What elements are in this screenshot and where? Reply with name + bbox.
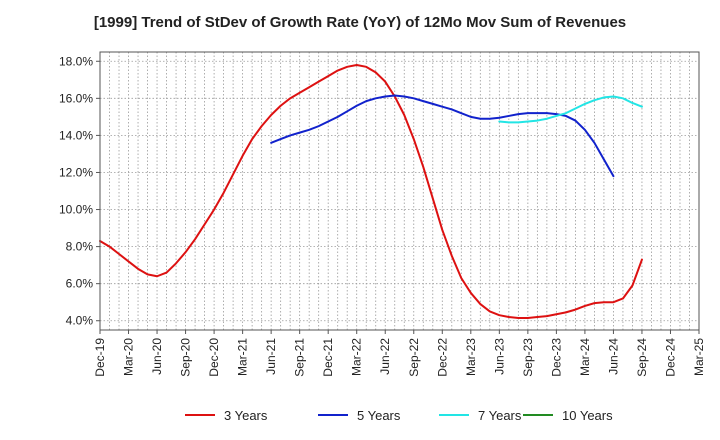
x-tick-label: Jun-23 (492, 338, 506, 375)
x-tick-label: Dec-24 (663, 338, 677, 377)
axes (99, 51, 700, 331)
legend-label: 3 Years (224, 408, 268, 423)
x-tick-label: Sep-23 (521, 338, 535, 377)
x-tick-label: Jun-21 (264, 338, 278, 375)
x-tick-label: Mar-20 (122, 338, 136, 376)
x-tick-label: Jun-24 (606, 338, 620, 375)
series-line-5-years (270, 94, 615, 178)
x-tick-label: Mar-25 (692, 338, 706, 376)
series-lines (99, 63, 643, 319)
x-tick-label: Mar-23 (464, 338, 478, 376)
legend-label: 7 Years (478, 408, 522, 423)
x-tick-label: Dec-23 (549, 338, 563, 377)
plot-border (99, 51, 700, 331)
x-tick-label: Jun-22 (378, 338, 392, 375)
y-tick-label: 16.0% (59, 91, 93, 105)
x-tick-label: Dec-21 (321, 338, 335, 377)
x-tick-label: Sep-21 (293, 338, 307, 377)
legend-label: 5 Years (357, 408, 401, 423)
legend: 3 Years 5 Years 7 Years 10 Years (185, 408, 613, 423)
x-tick-label: Mar-24 (578, 338, 592, 376)
x-tick-label: Dec-19 (93, 338, 107, 377)
y-tick-label: 4.0% (66, 314, 94, 328)
y-tick-label: 12.0% (59, 165, 93, 179)
x-tick-label: Sep-24 (635, 338, 649, 377)
y-tick-label: 14.0% (59, 128, 93, 142)
x-axis-ticks: Dec-19 Mar-20 Jun-20 Sep-20 Dec-20 Mar-21 Jun-… (93, 330, 706, 377)
y-tick-label: 6.0% (66, 277, 94, 291)
plot-area (100, 52, 699, 330)
x-tick-label: Jun-20 (150, 338, 164, 375)
y-tick-label: 10.0% (59, 203, 93, 217)
x-tick-label: Mar-22 (350, 338, 364, 376)
x-tick-label: Dec-20 (207, 338, 221, 377)
x-tick-label: Dec-22 (435, 338, 449, 377)
y-tick-label: 18.0% (59, 54, 93, 68)
legend-label: 10 Years (562, 408, 613, 423)
series-line-7-years (498, 95, 643, 124)
chart-title: [1999] Trend of StDev of Growth Rate (Yo… (93, 14, 627, 31)
y-tick-label: 8.0% (66, 240, 94, 254)
x-tick-label: Sep-20 (179, 338, 193, 377)
series-line-3-years (99, 63, 643, 319)
y-axis-ticks: 4.0% 6.0% 8.0% 10.0% 12.0% 14.0% 16.0% 18.0% (59, 54, 100, 328)
x-tick-label: Sep-22 (407, 338, 421, 377)
plot-background (100, 52, 699, 330)
x-tick-label: Mar-21 (236, 338, 250, 376)
